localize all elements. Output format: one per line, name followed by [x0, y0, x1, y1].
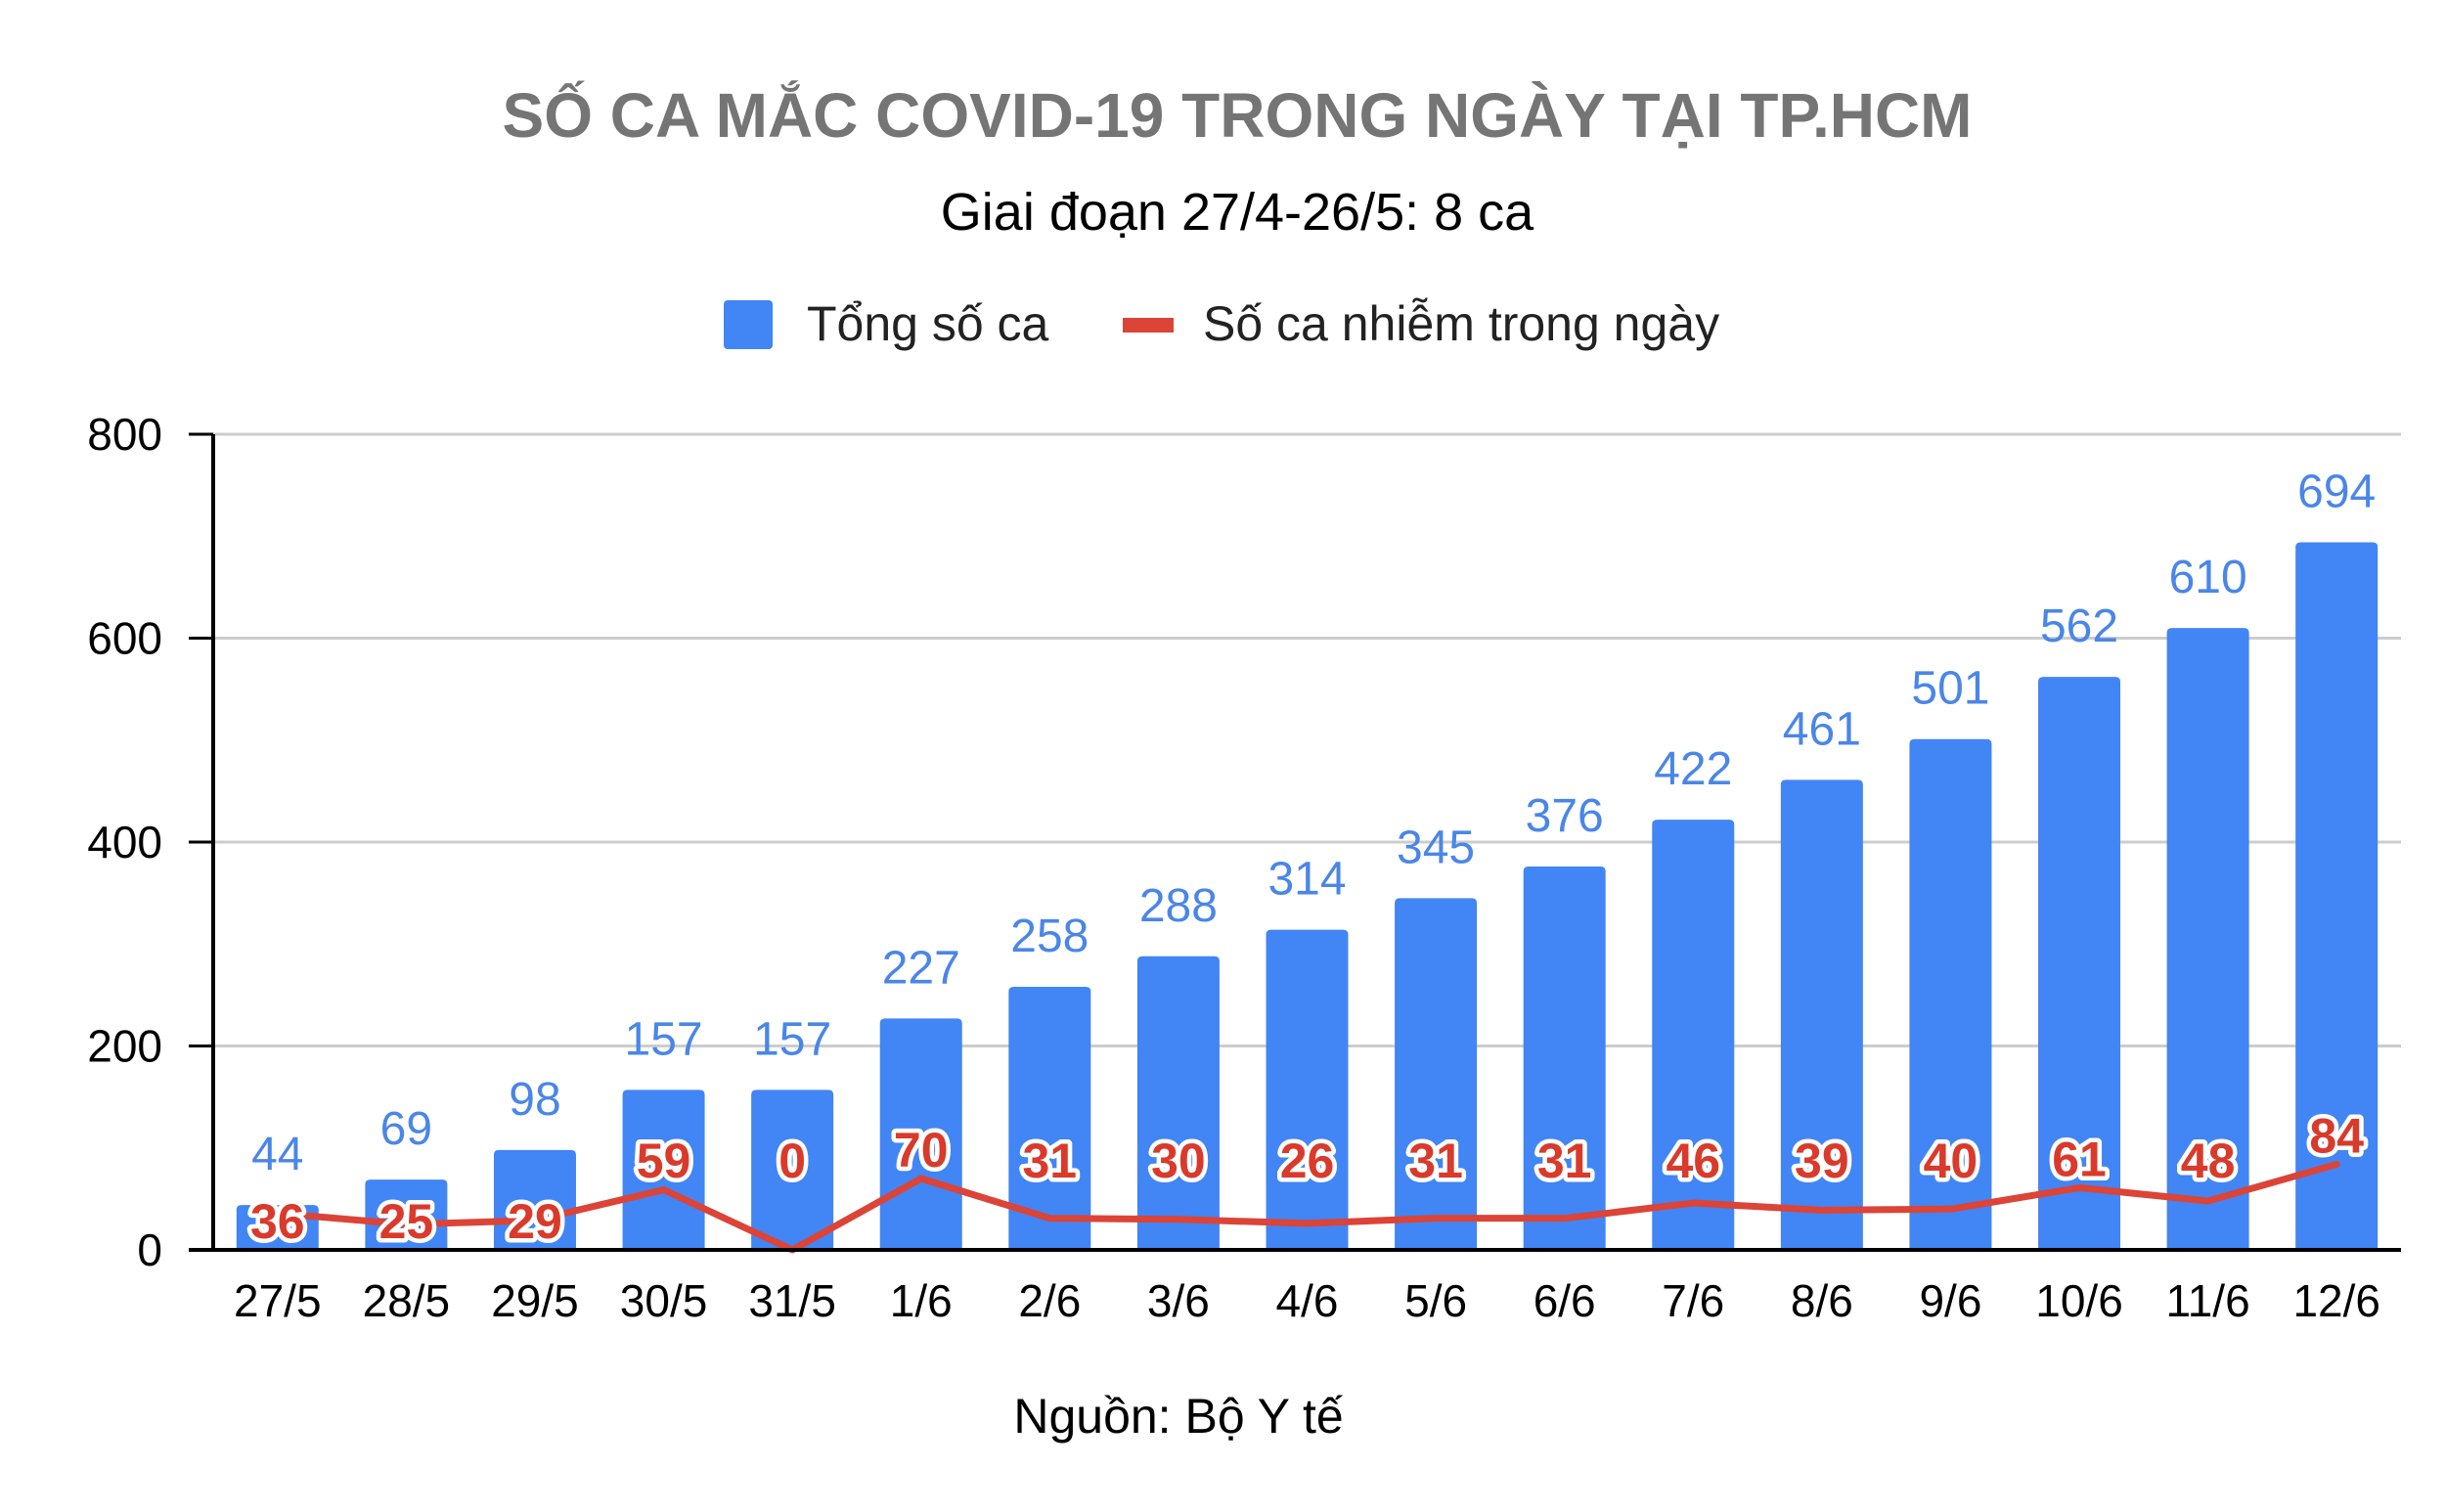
legend-label-bar: Tổng số ca [807, 296, 1049, 351]
bar [1395, 898, 1478, 1250]
x-tick-label: 7/6 [1662, 1275, 1724, 1326]
chart-title: SỐ CA MẮC COVID-19 TRONG NGÀY TẠI TP.HCM [503, 79, 1973, 151]
line-value-label: 84 [2309, 1108, 2364, 1163]
line-value-label: 30 [1151, 1134, 1206, 1188]
line-value-label: 31 [1408, 1134, 1463, 1188]
bar-value-label: 376 [1526, 790, 1604, 842]
bar-value-label: 258 [1010, 911, 1089, 962]
x-tick-label: 31/5 [748, 1275, 836, 1326]
bar-value-label: 422 [1654, 743, 1732, 795]
y-tick-label: 400 [87, 817, 162, 867]
line-value-label: 26 [1280, 1134, 1335, 1188]
series-line [274, 1160, 2340, 1254]
line-value-label: 61 [2052, 1132, 2107, 1186]
bar-value-label: 694 [2297, 467, 2376, 518]
bar [1523, 867, 1606, 1250]
y-axis-ticks: 0 200 400 600 800 [87, 409, 213, 1275]
bar-value-label: 69 [380, 1103, 432, 1155]
bar [751, 1090, 834, 1250]
bar-value-label: 157 [625, 1013, 703, 1065]
x-tick-label: 29/5 [491, 1275, 579, 1326]
y-tick-label: 200 [87, 1021, 162, 1072]
bar-value-label: 314 [1267, 854, 1346, 906]
legend-swatch-bar [724, 300, 773, 349]
x-tick-label: 10/6 [2035, 1275, 2123, 1326]
line-series [274, 1160, 2340, 1254]
line-data-labels: 36 25 29 59 0 70 31 30 26 31 31 46 39 40 61 48 84 [245, 1104, 2368, 1254]
line-value-label: 70 [894, 1123, 949, 1178]
x-tick-label: 28/5 [363, 1275, 451, 1326]
bar [622, 1090, 705, 1250]
bar-value-label: 461 [1783, 703, 1861, 755]
x-tick-label: 5/6 [1404, 1275, 1467, 1326]
chart-subtitle: Giai đoạn 27/4-26/5: 8 ca [941, 183, 1534, 242]
bar [2295, 542, 2378, 1250]
bar-value-label: 227 [882, 942, 960, 994]
x-tick-label: 6/6 [1534, 1275, 1596, 1326]
bar-value-label: 562 [2040, 600, 2118, 652]
line-value-label: 31 [1537, 1134, 1592, 1188]
bar-series [236, 542, 2378, 1250]
y-tick-label: 600 [87, 613, 162, 664]
chart-source: Nguồn: Bộ Y tế [1013, 1389, 1343, 1444]
bar-value-label: 610 [2169, 552, 2247, 603]
y-tick-label: 800 [87, 409, 162, 460]
x-tick-label: 11/6 [2166, 1275, 2250, 1326]
bar-value-label: 98 [509, 1074, 560, 1126]
legend: Tổng số ca Số ca nhiễm trong ngày [724, 296, 1719, 351]
bar-value-label: 157 [753, 1013, 831, 1065]
bar [1652, 820, 1735, 1250]
line-value-label: 25 [379, 1194, 434, 1249]
line-value-label: 48 [2181, 1134, 2236, 1188]
line-value-label: 40 [1924, 1134, 1978, 1188]
x-tick-label: 3/6 [1147, 1275, 1210, 1326]
bar [2166, 628, 2249, 1250]
bar-value-label: 345 [1397, 822, 1475, 873]
x-tick-label: 12/6 [2292, 1275, 2380, 1326]
legend-label-line: Số ca nhiễm trong ngày [1203, 296, 1719, 351]
bar [493, 1149, 576, 1250]
x-tick-label: 1/6 [890, 1275, 953, 1326]
bar-data-labels: 44 69 98 157 157 227 258 288 314 345 376 422 461 501 5… [251, 467, 2376, 1181]
x-tick-label: 27/5 [234, 1275, 322, 1326]
bar [1008, 987, 1091, 1250]
legend-swatch-line [1123, 318, 1174, 333]
bar [1780, 779, 1863, 1250]
x-tick-label: 4/6 [1276, 1275, 1339, 1326]
bar-value-label: 44 [251, 1129, 303, 1180]
line-value-label: 0 [778, 1134, 806, 1188]
line-value-label: 46 [1666, 1134, 1720, 1188]
line-value-label: 31 [1023, 1134, 1078, 1188]
bar [1136, 956, 1220, 1250]
x-tick-label: 9/6 [1919, 1275, 1981, 1326]
bar [1909, 738, 1992, 1250]
bar-value-label: 501 [1911, 663, 1989, 715]
line-value-label: 29 [508, 1194, 562, 1249]
line-value-label: 39 [1795, 1134, 1849, 1188]
x-tick-label: 2/6 [1018, 1275, 1081, 1326]
line-value-label: 59 [637, 1134, 691, 1188]
axes [189, 434, 2401, 1252]
bar [1266, 929, 1349, 1250]
bar [365, 1179, 448, 1250]
y-tick-label: 0 [137, 1224, 162, 1275]
bar [2038, 677, 2121, 1250]
bar-value-label: 288 [1139, 880, 1218, 932]
x-tick-label: 8/6 [1791, 1275, 1853, 1326]
line-value-label: 36 [250, 1194, 305, 1249]
x-tick-label: 30/5 [620, 1275, 708, 1326]
x-axis-ticks: 27/5 28/5 29/5 30/5 31/5 1/6 2/6 3/6 4/6 5/6 6/6 7/… [234, 1275, 2380, 1326]
